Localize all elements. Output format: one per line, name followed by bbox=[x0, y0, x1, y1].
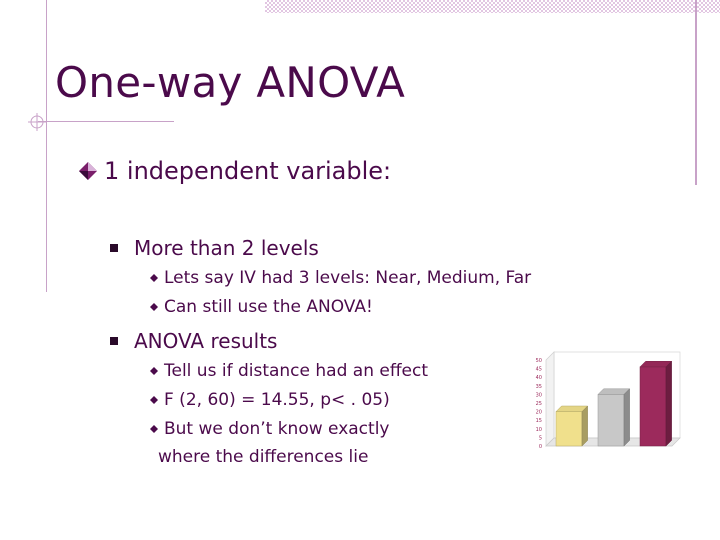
bar-side bbox=[581, 405, 588, 447]
small-diamond-bullet-icon bbox=[150, 303, 158, 311]
bullet-level3-text: But we don’t know exactly bbox=[164, 419, 390, 439]
small-diamond-bullet-icon bbox=[150, 274, 158, 282]
bullet-level1: 1 independent variable: bbox=[78, 157, 391, 185]
slide-title: One-way ANOVA bbox=[55, 58, 406, 107]
bullet-level2-text: More than 2 levels bbox=[134, 236, 319, 260]
right-frame-line bbox=[695, 0, 697, 185]
crosshair-icon bbox=[28, 113, 46, 131]
bullet-level3-item: F (2, 60) = 14.55, p< . 05) bbox=[150, 390, 390, 410]
y-tick-label: 10 bbox=[536, 427, 542, 433]
y-tick-label: 50 bbox=[536, 358, 542, 364]
diamond-bullet-icon bbox=[79, 162, 97, 180]
bar bbox=[639, 366, 667, 447]
bullet-level2-levels: More than 2 levels bbox=[110, 236, 319, 260]
bar-side bbox=[623, 388, 630, 447]
y-tick-label: 25 bbox=[536, 401, 542, 407]
small-diamond-bullet-icon bbox=[150, 396, 158, 404]
bullet-level3-continuation: where the differences lie bbox=[158, 447, 369, 467]
bar-side bbox=[665, 360, 672, 447]
square-bullet-icon bbox=[110, 244, 118, 252]
bullet-level2-results: ANOVA results bbox=[110, 329, 277, 353]
bar bbox=[555, 411, 583, 447]
bullet-level3-text: Can still use the ANOVA! bbox=[164, 297, 373, 317]
y-tick-label: 30 bbox=[536, 392, 542, 398]
y-tick-label: 0 bbox=[539, 444, 542, 450]
y-tick-label: 40 bbox=[536, 375, 542, 381]
y-tick-label: 35 bbox=[536, 384, 542, 390]
y-tick-label: 45 bbox=[536, 367, 542, 373]
small-diamond-bullet-icon bbox=[150, 425, 158, 433]
bar bbox=[597, 394, 625, 447]
y-tick-label: 5 bbox=[539, 435, 542, 441]
left-frame-line bbox=[46, 0, 47, 292]
y-tick-label: 20 bbox=[536, 410, 542, 416]
y-tick-label: 15 bbox=[536, 418, 542, 424]
small-diamond-bullet-icon bbox=[150, 367, 158, 375]
title-underline bbox=[38, 121, 174, 122]
top-pattern-decoration bbox=[265, 0, 720, 13]
square-bullet-icon bbox=[110, 337, 118, 345]
chart-side-wall bbox=[545, 351, 555, 447]
bullet-level3-item: Can still use the ANOVA! bbox=[150, 297, 373, 317]
bullet-level3-item: Lets say IV had 3 levels: Near, Medium, … bbox=[150, 268, 531, 288]
bullet-level3-item: Tell us if distance had an effect bbox=[150, 361, 428, 381]
bullet-level3-text: Tell us if distance had an effect bbox=[164, 361, 429, 381]
bullet-level1-text: 1 independent variable: bbox=[104, 157, 392, 185]
bullet-level3-text: F (2, 60) = 14.55, p< . 05) bbox=[164, 390, 390, 410]
bullet-level3-text: Lets say IV had 3 levels: Near, Medium, … bbox=[164, 268, 532, 288]
bullet-level2-text: ANOVA results bbox=[134, 329, 278, 353]
bullet-level3-item: But we don’t know exactly bbox=[150, 419, 389, 439]
